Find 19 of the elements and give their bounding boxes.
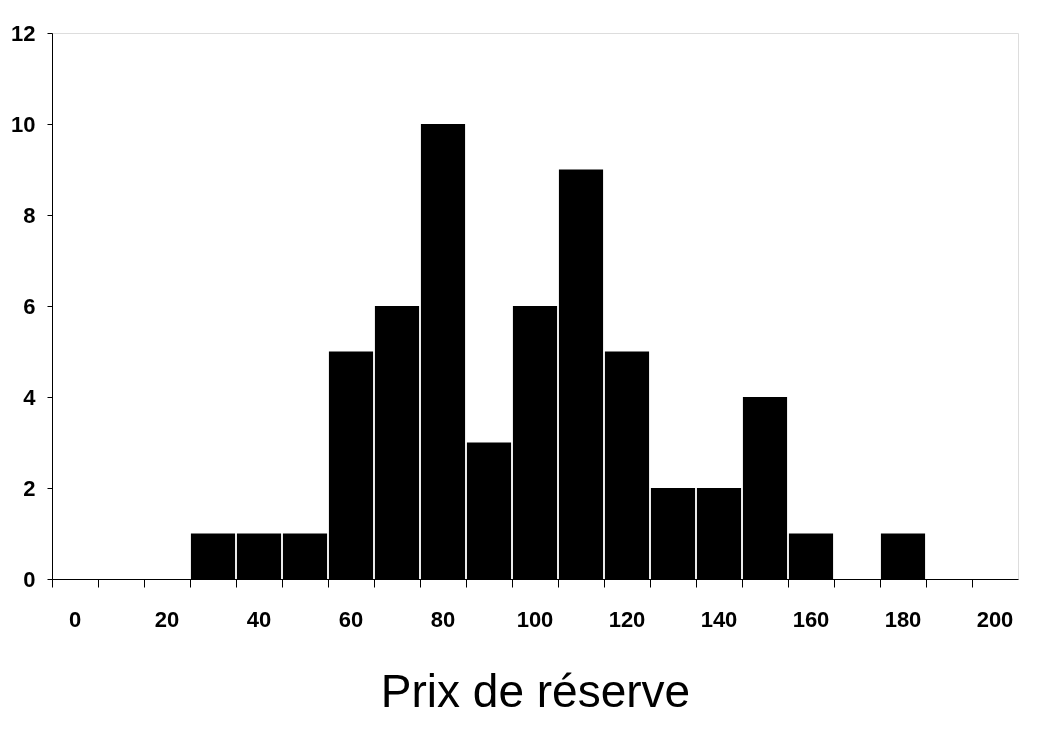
y-tick-label: 10 — [11, 111, 36, 137]
x-tick-label: 140 — [700, 606, 738, 632]
y-tick-label: 6 — [23, 293, 36, 319]
x-tick-label: 20 — [154, 606, 180, 632]
x-tick-label: 40 — [246, 606, 272, 632]
x-tick-label: 60 — [338, 606, 364, 632]
y-tick-label: 8 — [23, 202, 36, 228]
x-axis-title: Prix de réserve — [380, 664, 691, 717]
x-tick-label: 80 — [430, 606, 456, 632]
y-tick-label: 12 — [11, 20, 36, 46]
y-tick-label: 2 — [23, 475, 36, 501]
x-tick-label: 100 — [516, 606, 554, 632]
x-tick-label: 120 — [608, 606, 646, 632]
x-tick-label: 0 — [68, 606, 82, 632]
y-tick-label: 0 — [23, 566, 36, 592]
x-tick-label: 160 — [792, 606, 830, 632]
y-tick-label: 4 — [23, 384, 37, 410]
x-tick-label: 180 — [884, 606, 922, 632]
x-tick-label: 200 — [976, 606, 1014, 632]
